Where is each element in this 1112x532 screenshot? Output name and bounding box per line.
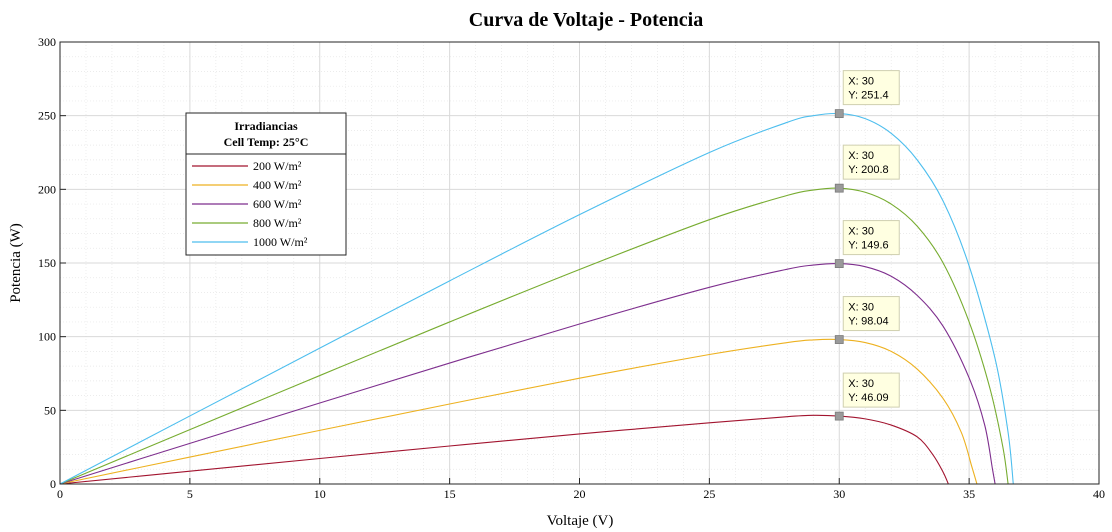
datatip-x-text: X: 30	[848, 378, 874, 390]
y-axis-label: Potencia (W)	[8, 223, 24, 303]
datatip-y-text: Y: 200.8	[848, 164, 888, 176]
legend-label: 800 W/m²	[253, 216, 302, 230]
x-tick-label: 25	[703, 487, 715, 501]
legend-items: 200 W/m² 400 W/m² 600 W/m² 800 W/m² 1000 W/m…	[192, 159, 308, 249]
y-tick-label: 50	[44, 403, 56, 417]
x-tick-label: 20	[574, 487, 586, 501]
series-lines	[59, 112, 1014, 485]
datatip-box	[842, 296, 900, 332]
y-tick-label: 300	[38, 35, 56, 49]
legend-label: 400 W/m²	[253, 178, 302, 192]
datatip-box	[842, 70, 900, 106]
x-tick-label: 0	[57, 487, 63, 501]
legend: Irradiancias Cell Temp: 25°C 200 W/m² 400…	[185, 112, 347, 256]
axis-ticks: 0 5 10 15 20 25 30 35 40 0 50 100 150 200 250 300	[38, 35, 1105, 501]
x-tick-label: 10	[314, 487, 326, 501]
y-tick-label: 0	[50, 477, 56, 491]
datatip-box	[842, 220, 900, 256]
x-tick-label: 5	[187, 487, 193, 501]
y-tick-label: 100	[38, 330, 56, 344]
datatips: X: 30 Y: 251.4 X: 30 Y: 200.8 X: 30 Y: 149.6 X…	[834, 70, 900, 421]
legend-label: 1000 W/m²	[253, 235, 308, 249]
series-line	[59, 338, 978, 485]
x-tick-label: 35	[963, 487, 975, 501]
datatip-y-text: Y: 98.04	[848, 316, 888, 328]
datatip-x-text: X: 30	[848, 76, 874, 88]
legend-title-line2: Cell Temp: 25°C	[224, 135, 309, 149]
datatip-marker	[834, 259, 844, 268]
series-line	[59, 414, 949, 485]
x-axis-label: Voltaje (V)	[547, 513, 614, 529]
datatip-y-text: Y: 46.09	[848, 392, 888, 404]
legend-box	[185, 112, 347, 256]
datatip-x-text: X: 30	[848, 150, 874, 162]
chart-title: Curva de Voltaje - Potencia	[469, 9, 703, 31]
datatip-box	[842, 372, 900, 408]
datatip-marker	[834, 183, 844, 193]
datatip-marker	[834, 411, 844, 421]
datatip-y-text: Y: 251.4	[848, 90, 888, 102]
series-line	[59, 262, 996, 485]
y-tick-label: 250	[38, 109, 56, 123]
datatip-marker	[834, 335, 844, 344]
series-line	[59, 112, 1014, 485]
x-tick-label: 30	[833, 487, 845, 501]
datatip-x-text: X: 30	[848, 302, 874, 314]
datatip-marker	[834, 109, 844, 119]
x-tick-label: 40	[1093, 487, 1105, 501]
legend-label: 600 W/m²	[253, 197, 302, 211]
datatip-box	[842, 144, 900, 180]
y-tick-label: 200	[38, 182, 56, 196]
series-line	[59, 187, 1009, 485]
datatip-y-text: Y: 149.6	[848, 240, 888, 252]
x-tick-label: 15	[444, 487, 456, 501]
legend-title-line1: Irradiancias	[234, 119, 298, 133]
y-tick-label: 150	[38, 256, 56, 270]
datatip-x-text: X: 30	[848, 226, 874, 238]
legend-label: 200 W/m²	[253, 159, 302, 173]
